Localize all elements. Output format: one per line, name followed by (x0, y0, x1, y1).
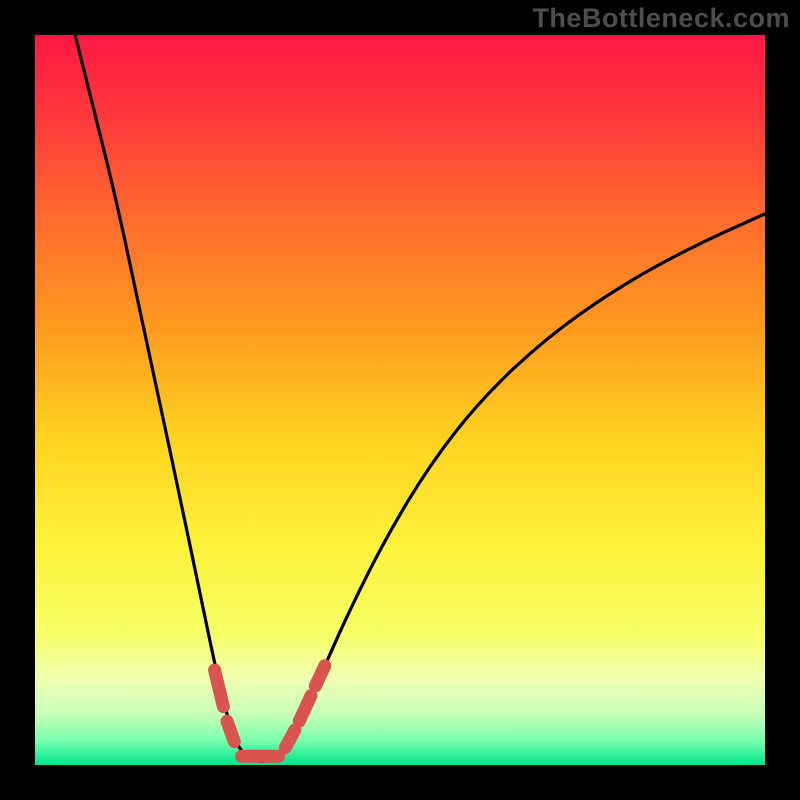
plot-svg (35, 35, 765, 765)
plot-area (35, 35, 765, 765)
chart-stage: TheBottleneck.com (0, 0, 800, 800)
valley-marker-segment (315, 666, 324, 686)
valley-marker-segment (285, 730, 294, 748)
watermark-label: TheBottleneck.com (532, 3, 790, 34)
valley-marker-segment (227, 721, 234, 741)
valley-marker-segment (215, 670, 224, 707)
gradient-background (35, 35, 765, 765)
